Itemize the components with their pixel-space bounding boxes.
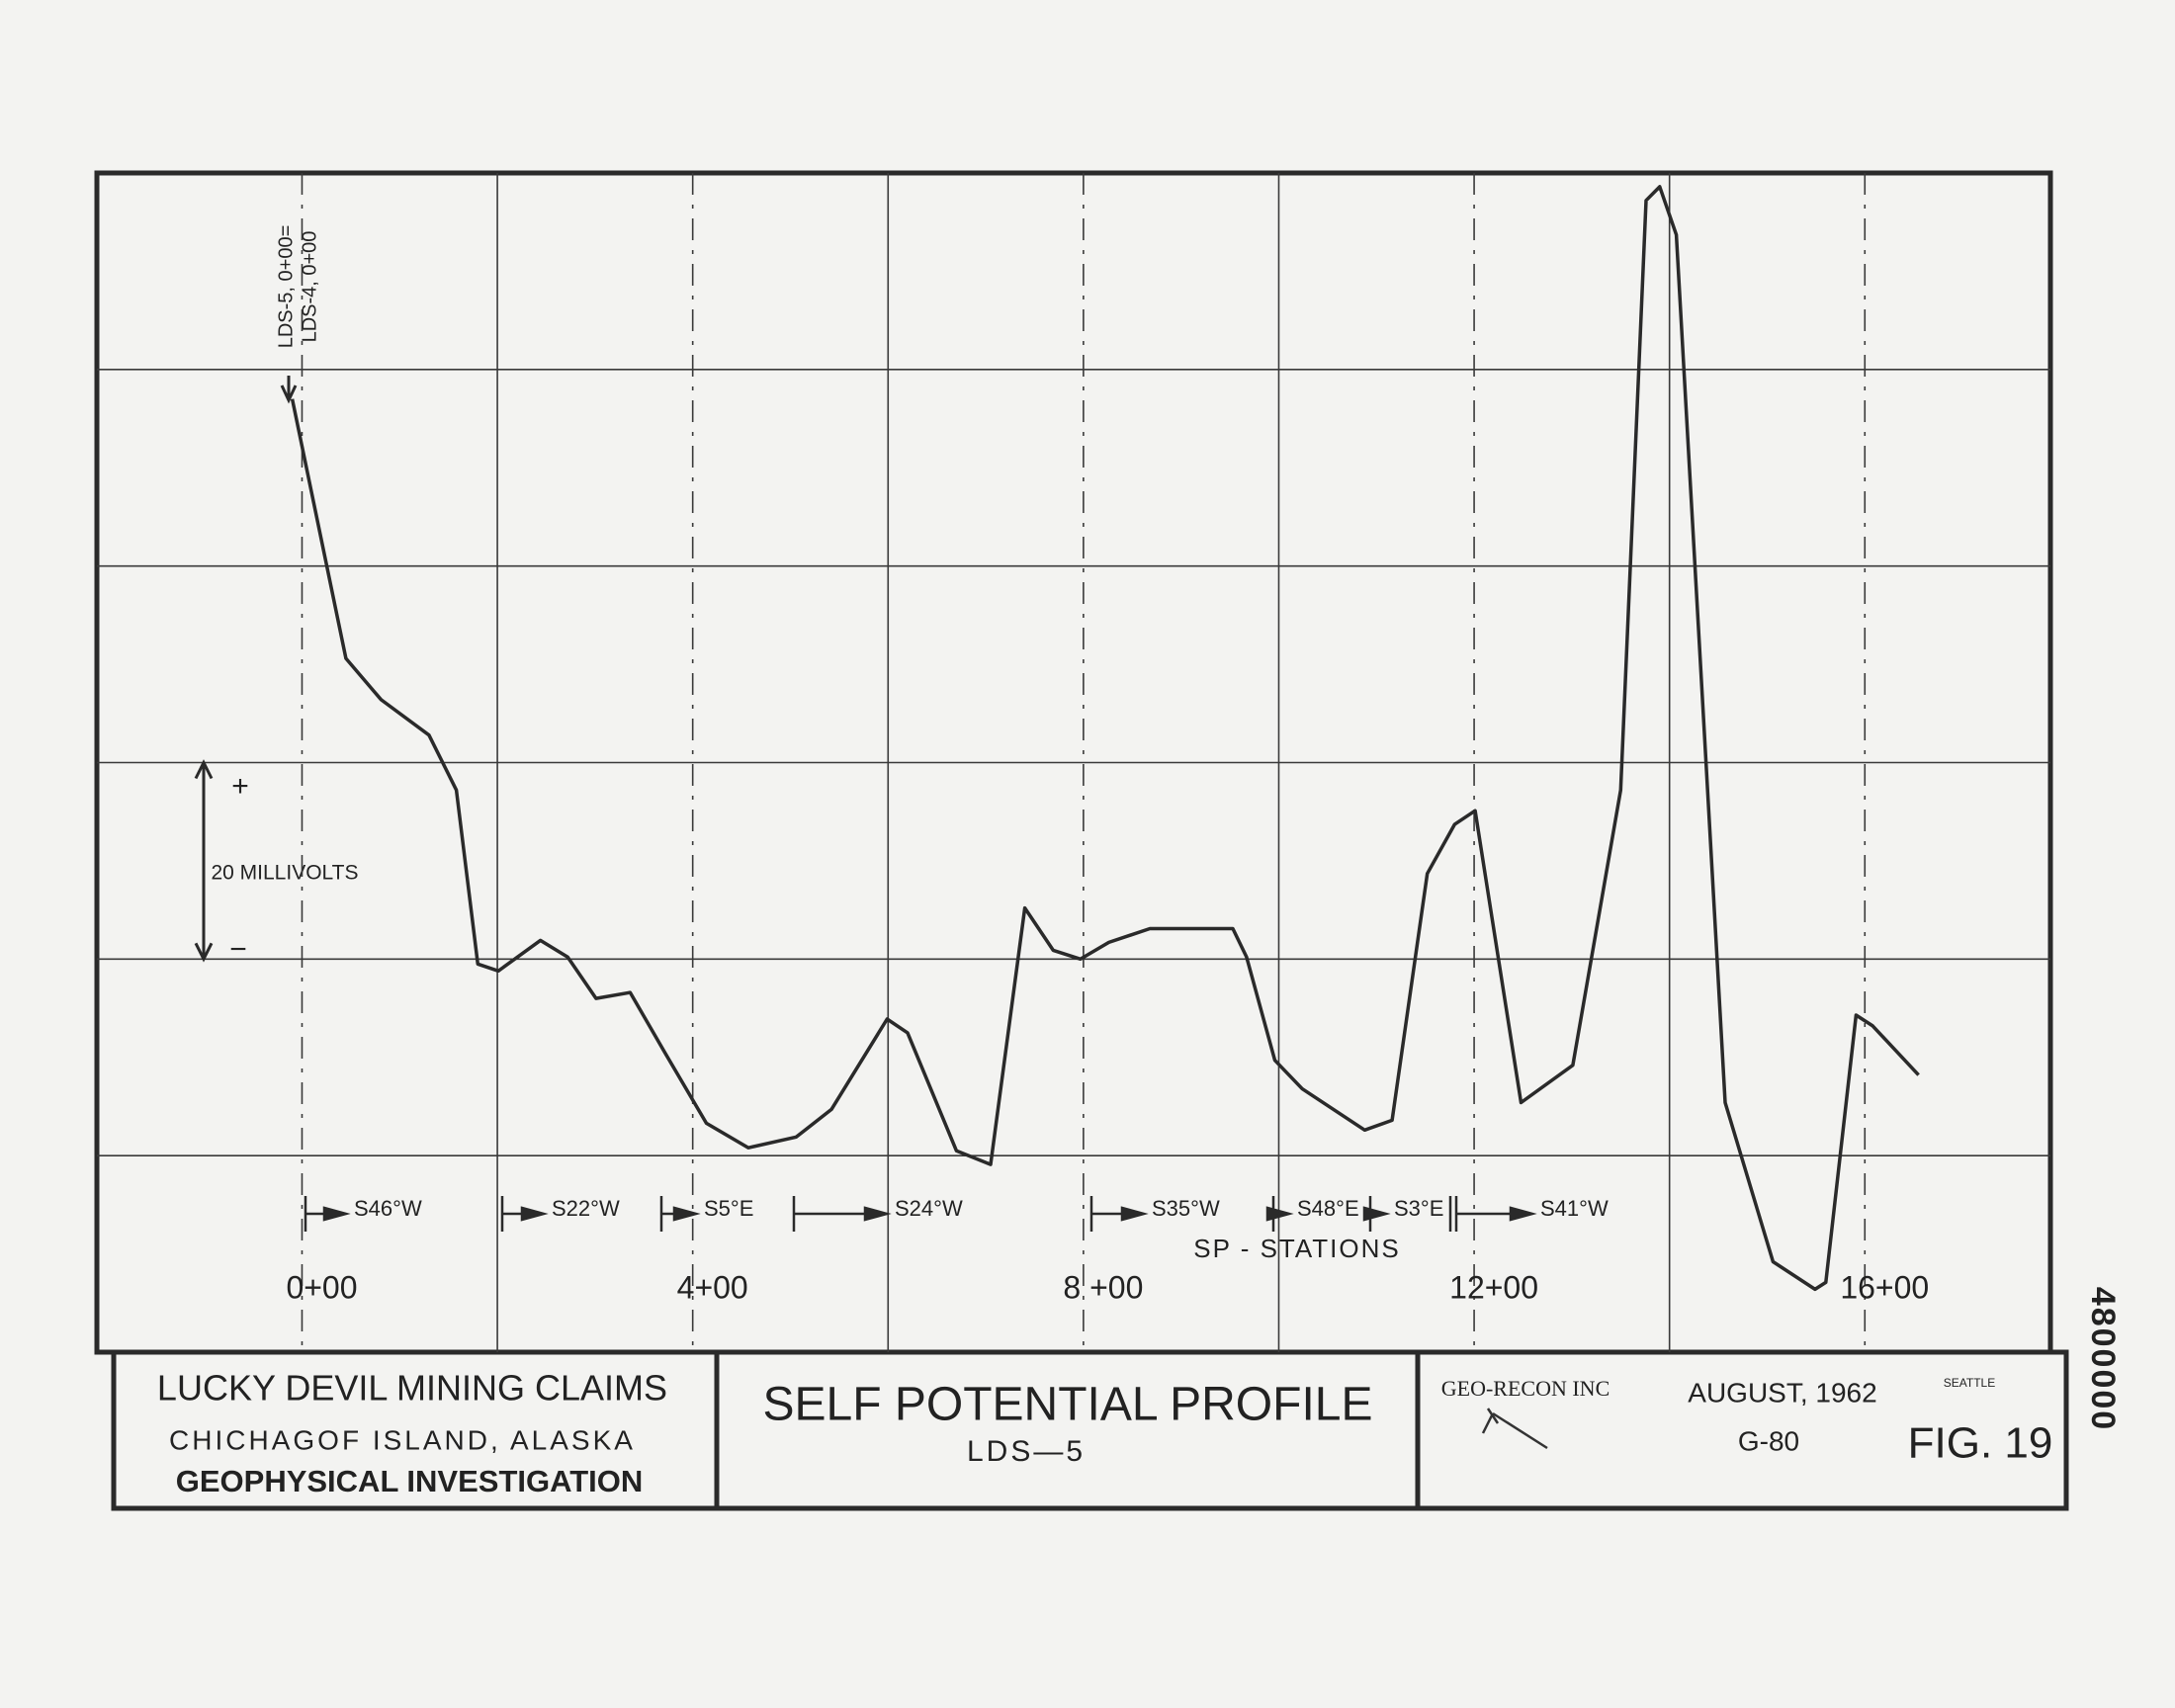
- bearing-arrow: [659, 1196, 701, 1232]
- x-axis-label: SP - STATIONS: [1193, 1234, 1400, 1263]
- bearing-label: S22°W: [552, 1196, 620, 1221]
- bearing-label: S46°W: [354, 1196, 422, 1221]
- title-block: [111, 1349, 2069, 1511]
- bearing-arrow: [792, 1196, 892, 1232]
- bearing-arrow: [500, 1196, 549, 1232]
- start-annotation: LDS-4, 0+00: [299, 231, 320, 343]
- scale-plus: +: [231, 770, 249, 803]
- job-number: G-80: [1738, 1425, 1799, 1456]
- company: GEO-RECON INC: [1441, 1376, 1610, 1401]
- bearing-arrow: [304, 1196, 351, 1232]
- bearing-label: S48°E: [1297, 1196, 1359, 1221]
- start-annotation: LDS-5, 0+00=: [275, 225, 297, 349]
- date: AUGUST, 1962: [1688, 1377, 1876, 1408]
- start-arrow: [280, 376, 298, 404]
- bearing-label: S5°E: [704, 1196, 753, 1221]
- x-tick-label: 0+00: [286, 1269, 357, 1305]
- bearing-arrow: [1362, 1196, 1391, 1232]
- location: CHICHAGOF ISLAND, ALASKA: [169, 1424, 636, 1455]
- x-tick-label: 8 +00: [1063, 1269, 1143, 1305]
- scale-label: 20 MILLIVOLTS: [211, 862, 358, 885]
- figure-number: FIG. 19: [1908, 1419, 2053, 1468]
- sp-profile-line: [290, 185, 1920, 1292]
- chart-title: SELF POTENTIAL PROFILE: [762, 1379, 1372, 1431]
- city: SEATTLE: [1944, 1376, 1995, 1390]
- bearing-arrow: [1265, 1196, 1294, 1232]
- chart-subtitle: LDS—5: [967, 1435, 1086, 1468]
- bearing-label: S35°W: [1152, 1196, 1220, 1221]
- file-number: 4800000: [2084, 1287, 2122, 1431]
- scale-minus: −: [229, 933, 247, 966]
- company-logo: [1481, 1408, 1548, 1450]
- bearing-label: S41°W: [1540, 1196, 1609, 1221]
- bearing-arrow: [1089, 1196, 1149, 1232]
- subject: GEOPHYSICAL INVESTIGATION: [176, 1464, 644, 1498]
- bearing-label: S3°E: [1394, 1196, 1443, 1221]
- x-tick-label: 16+00: [1840, 1269, 1929, 1305]
- bearing-arrow: [1454, 1196, 1537, 1232]
- scale-bar: [194, 759, 214, 963]
- project-name: LUCKY DEVIL MINING CLAIMS: [157, 1368, 667, 1409]
- bearing-label: S24°W: [895, 1196, 963, 1221]
- x-tick-label: 12+00: [1449, 1269, 1538, 1305]
- x-tick-label: 4+00: [677, 1269, 748, 1305]
